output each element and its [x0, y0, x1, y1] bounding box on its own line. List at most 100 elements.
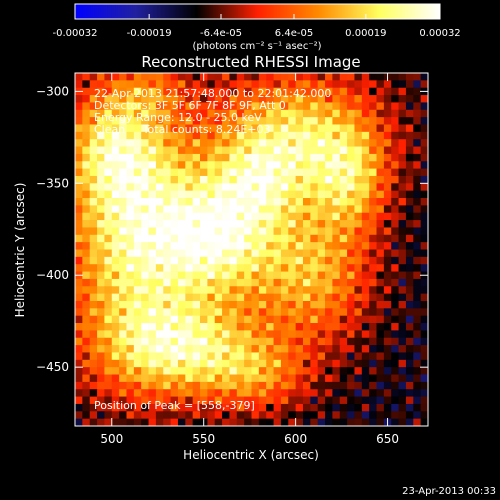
heatmap-cell: [170, 337, 179, 346]
heatmap-cell: [155, 367, 164, 375]
heatmap-cell: [177, 161, 186, 169]
heatmap-cell: [251, 367, 260, 375]
heatmap-cell: [266, 271, 274, 280]
heatmap-cell: [185, 286, 194, 295]
heatmap-cell: [383, 87, 392, 96]
heatmap-cell: [200, 315, 208, 324]
heatmap-cell: [413, 190, 422, 199]
heatmap-cell: [273, 359, 282, 368]
heatmap-cell: [295, 95, 304, 103]
heatmap-cell: [376, 293, 385, 302]
heatmap-cell: [89, 175, 98, 184]
heatmap-cell: [325, 212, 333, 221]
heatmap-cell: [111, 131, 120, 140]
heatmap-cell: [258, 278, 267, 287]
heatmap-cell: [141, 168, 149, 177]
heatmap-cell: [295, 337, 304, 346]
heatmap-cell: [185, 293, 194, 302]
heatmap-cell: [376, 146, 385, 155]
heatmap-cell: [317, 249, 326, 258]
heatmap-cell: [339, 227, 348, 236]
heatmap-cell: [244, 146, 252, 155]
heatmap-cell: [104, 337, 113, 346]
heatmap-cell: [369, 418, 377, 426]
heatmap-cell: [354, 153, 363, 162]
heatmap-cell: [376, 87, 385, 96]
heatmap-cell: [339, 175, 348, 184]
heatmap-cell: [266, 264, 274, 272]
heatmap-cell: [119, 337, 127, 346]
heatmap-cell: [383, 95, 392, 103]
heatmap-cell: [155, 212, 164, 221]
heatmap-cell: [347, 87, 355, 96]
heatmap-cell: [251, 374, 260, 383]
heatmap-cell: [119, 278, 127, 287]
heatmap-cell: [317, 183, 326, 192]
heatmap-cell: [325, 175, 333, 184]
heatmap-cell: [369, 352, 377, 361]
heatmap-cell: [310, 352, 319, 361]
heatmap-cell: [391, 345, 399, 353]
heatmap-cell: [141, 220, 149, 228]
heatmap-cell: [361, 234, 370, 243]
heatmap-cell: [126, 234, 135, 243]
heatmap-cell: [222, 161, 230, 169]
heatmap-cell: [148, 359, 157, 368]
heatmap-cell: [133, 374, 142, 383]
heatmap-cell: [273, 396, 282, 405]
heatmap-cell: [163, 117, 171, 125]
heatmap-cell: [75, 264, 83, 272]
heatmap-cell: [192, 308, 201, 317]
heatmap-cell: [273, 102, 282, 111]
heatmap-cell: [273, 117, 282, 125]
heatmap-cell: [229, 146, 238, 155]
heatmap-cell: [295, 124, 304, 133]
heatmap-cell: [369, 212, 377, 221]
heatmap-cell: [185, 315, 194, 324]
heatmap-cell: [111, 330, 120, 339]
heatmap-cell: [398, 323, 407, 331]
heatmap-cell: [192, 190, 201, 199]
heatmap-cell: [383, 359, 392, 368]
heatmap-cell: [251, 249, 260, 258]
heatmap-cell: [236, 278, 245, 287]
heatmap-cell: [325, 300, 333, 309]
heatmap-cell: [244, 286, 252, 295]
heatmap-cell: [295, 374, 304, 383]
heatmap-cell: [229, 381, 238, 390]
heatmap-cell: [141, 175, 149, 184]
heatmap-cell: [104, 359, 113, 368]
heatmap-cell: [361, 396, 370, 405]
heatmap-cell: [369, 80, 377, 89]
heatmap-cell: [82, 198, 91, 206]
heatmap-cell: [104, 374, 113, 383]
heatmap-cell: [177, 323, 186, 331]
heatmap-cell: [229, 264, 238, 272]
heatmap-cell: [405, 271, 414, 280]
heatmap-cell: [339, 264, 348, 272]
heatmap-cell: [325, 198, 333, 206]
heatmap-cell: [258, 300, 267, 309]
heatmap-cell: [111, 80, 120, 89]
heatmap-cell: [89, 381, 98, 390]
heatmap-cell: [398, 345, 407, 353]
heatmap-cell: [148, 256, 157, 265]
heatmap-cell: [170, 389, 179, 397]
heatmap-cell: [119, 102, 127, 111]
heatmap-cell: [185, 330, 194, 339]
heatmap-cell: [302, 109, 311, 118]
heatmap-cell: [295, 389, 304, 397]
heatmap-cell: [405, 227, 414, 236]
heatmap-cell: [170, 315, 179, 324]
heatmap-cell: [391, 337, 399, 346]
heatmap-cell: [369, 183, 377, 192]
heatmap-cell: [236, 337, 245, 346]
heatmap-cell: [89, 205, 98, 214]
heatmap-cell: [126, 139, 135, 147]
heatmap-cell: [258, 95, 267, 103]
heatmap-cell: [258, 264, 267, 272]
heatmap-cell: [420, 131, 428, 140]
heatmap-cell: [391, 359, 399, 368]
heatmap-cell: [295, 87, 304, 96]
heatmap-cell: [317, 300, 326, 309]
